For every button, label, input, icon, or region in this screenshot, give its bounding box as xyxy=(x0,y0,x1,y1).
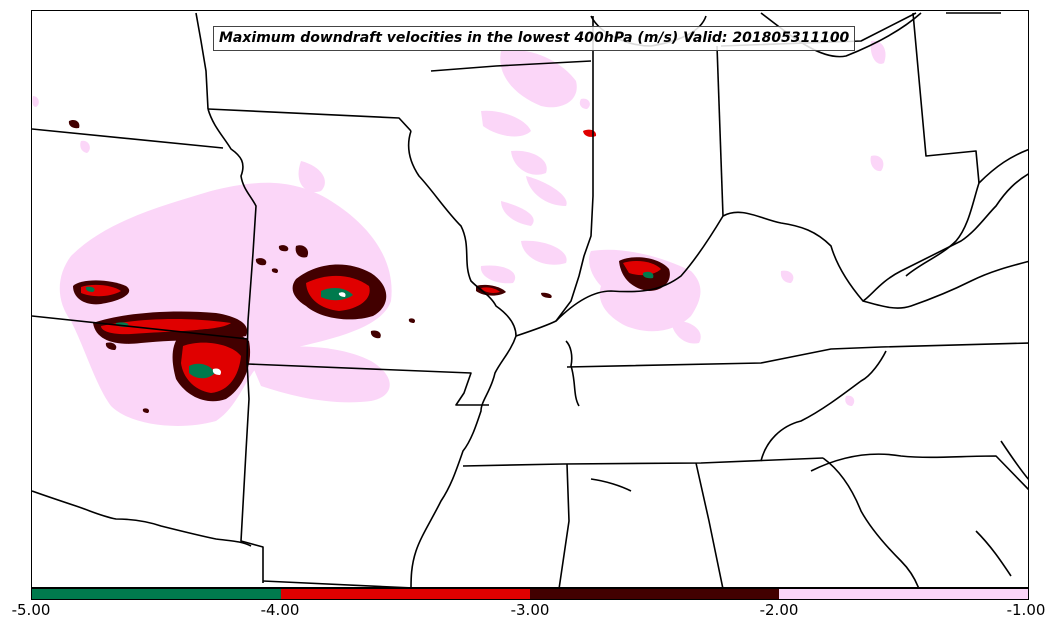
colorbar-tick-label: -5.00 xyxy=(11,601,51,619)
downdraft-cell-missouri-west xyxy=(292,264,387,320)
map-canvas xyxy=(32,12,1028,587)
map-area: Maximum downdraft velocities in the lowe… xyxy=(31,10,1029,588)
downdraft-cell-oklahoma-border xyxy=(172,329,251,402)
colorbar-segment-1 xyxy=(32,589,281,599)
colorbar-tick-label: -2.00 xyxy=(759,601,799,619)
downdraft-weak-shading xyxy=(32,40,886,426)
colorbar-segment-2 xyxy=(281,589,530,599)
colorbar-tick-label: -4.00 xyxy=(260,601,300,619)
downdraft-cell-kentucky xyxy=(619,257,670,291)
colorbar xyxy=(31,588,1029,600)
colorbar-tick-label: -1.00 xyxy=(1006,601,1046,619)
downdraft-cell-kansas-north xyxy=(73,280,130,305)
state-boundaries xyxy=(32,12,1028,587)
colorbar-segment-4 xyxy=(779,589,1028,599)
map-title: Maximum downdraft velocities in the lowe… xyxy=(213,26,856,51)
colorbar-tick-label: -3.00 xyxy=(510,601,550,619)
downdraft-small-cells xyxy=(68,119,597,413)
colorbar-segment-3 xyxy=(530,589,779,599)
